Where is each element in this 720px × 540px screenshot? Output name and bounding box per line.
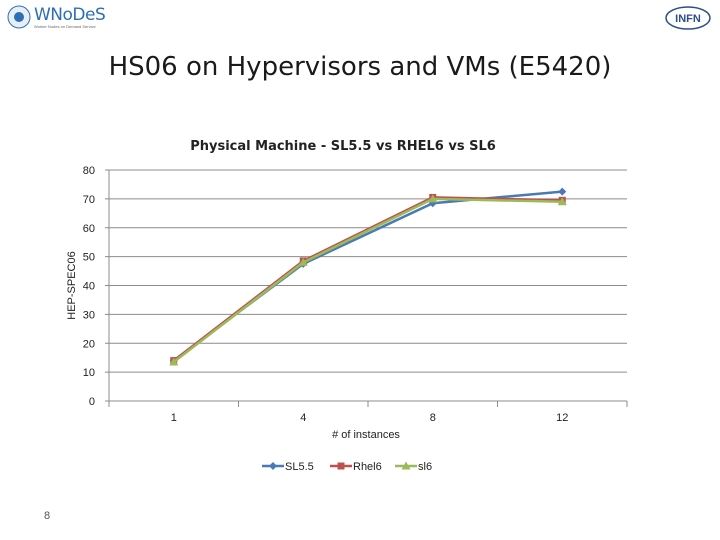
legend-item: SL5.5 (262, 461, 314, 473)
y-tick-label: 80 (83, 165, 95, 177)
series-line (173, 190, 563, 362)
legend-label: sl6 (418, 461, 432, 473)
legend-item: sl6 (395, 461, 432, 473)
chart-legend: SL5.5 Rhel6 sl6 (262, 461, 432, 473)
series-line (172, 197, 563, 364)
data-point (558, 187, 567, 196)
y-tick-label: 40 (83, 281, 95, 293)
legend-label: SL5.5 (285, 461, 314, 473)
wnodes-logo: WNoDeS Worker Nodes on Demand Service (6, 4, 116, 32)
infn-logo: INFN (662, 4, 714, 34)
chart-axes: 0 10 20 30 40 50 60 70 80 1 4 8 12 (83, 165, 628, 424)
y-tick-label: 30 (83, 309, 95, 321)
chart-title: Physical Machine - SL5.5 vs RHEL6 vs SL6 (190, 139, 496, 154)
y-tick-label: 60 (83, 223, 95, 235)
x-tick-label: 4 (300, 412, 306, 424)
legend-label: Rhel6 (353, 461, 382, 473)
data-point (428, 194, 438, 203)
x-axis-label: # of instances (332, 429, 400, 441)
y-tick-label: 10 (83, 367, 95, 379)
x-tick-label: 12 (556, 412, 568, 424)
y-tick-label: 0 (89, 396, 95, 408)
series-sl6 (169, 194, 567, 366)
data-point (269, 462, 277, 470)
infn-logo-icon: INFN (665, 6, 711, 30)
chart-series (169, 187, 567, 366)
data-point (337, 462, 345, 470)
wnodes-logo-icon (7, 5, 31, 29)
series-line (172, 196, 563, 362)
data-point (401, 461, 411, 470)
y-tick-label: 70 (83, 194, 95, 206)
x-tick-label: 1 (171, 412, 177, 424)
x-tick-label: 8 (430, 412, 436, 424)
chart-grid (105, 169, 627, 402)
data-point (557, 197, 567, 206)
legend-item: Rhel6 (330, 461, 382, 473)
series-sl5-5 (169, 187, 567, 365)
page-number: 8 (44, 510, 51, 522)
slide-title: HS06 on Hypervisors and VMs (E5420) (108, 52, 612, 82)
infn-logo-text: INFN (675, 13, 701, 25)
wnodes-wordmark: WNoDeS (34, 5, 106, 25)
data-point (298, 257, 308, 266)
y-tick-label: 50 (83, 252, 95, 264)
y-axis-label: HEP-SPEC06 (66, 251, 78, 319)
series-rhel6 (170, 193, 566, 365)
wnodes-tagline: Worker Nodes on Demand Service (34, 24, 96, 29)
data-point (169, 357, 179, 366)
y-tick-label: 20 (83, 338, 95, 350)
